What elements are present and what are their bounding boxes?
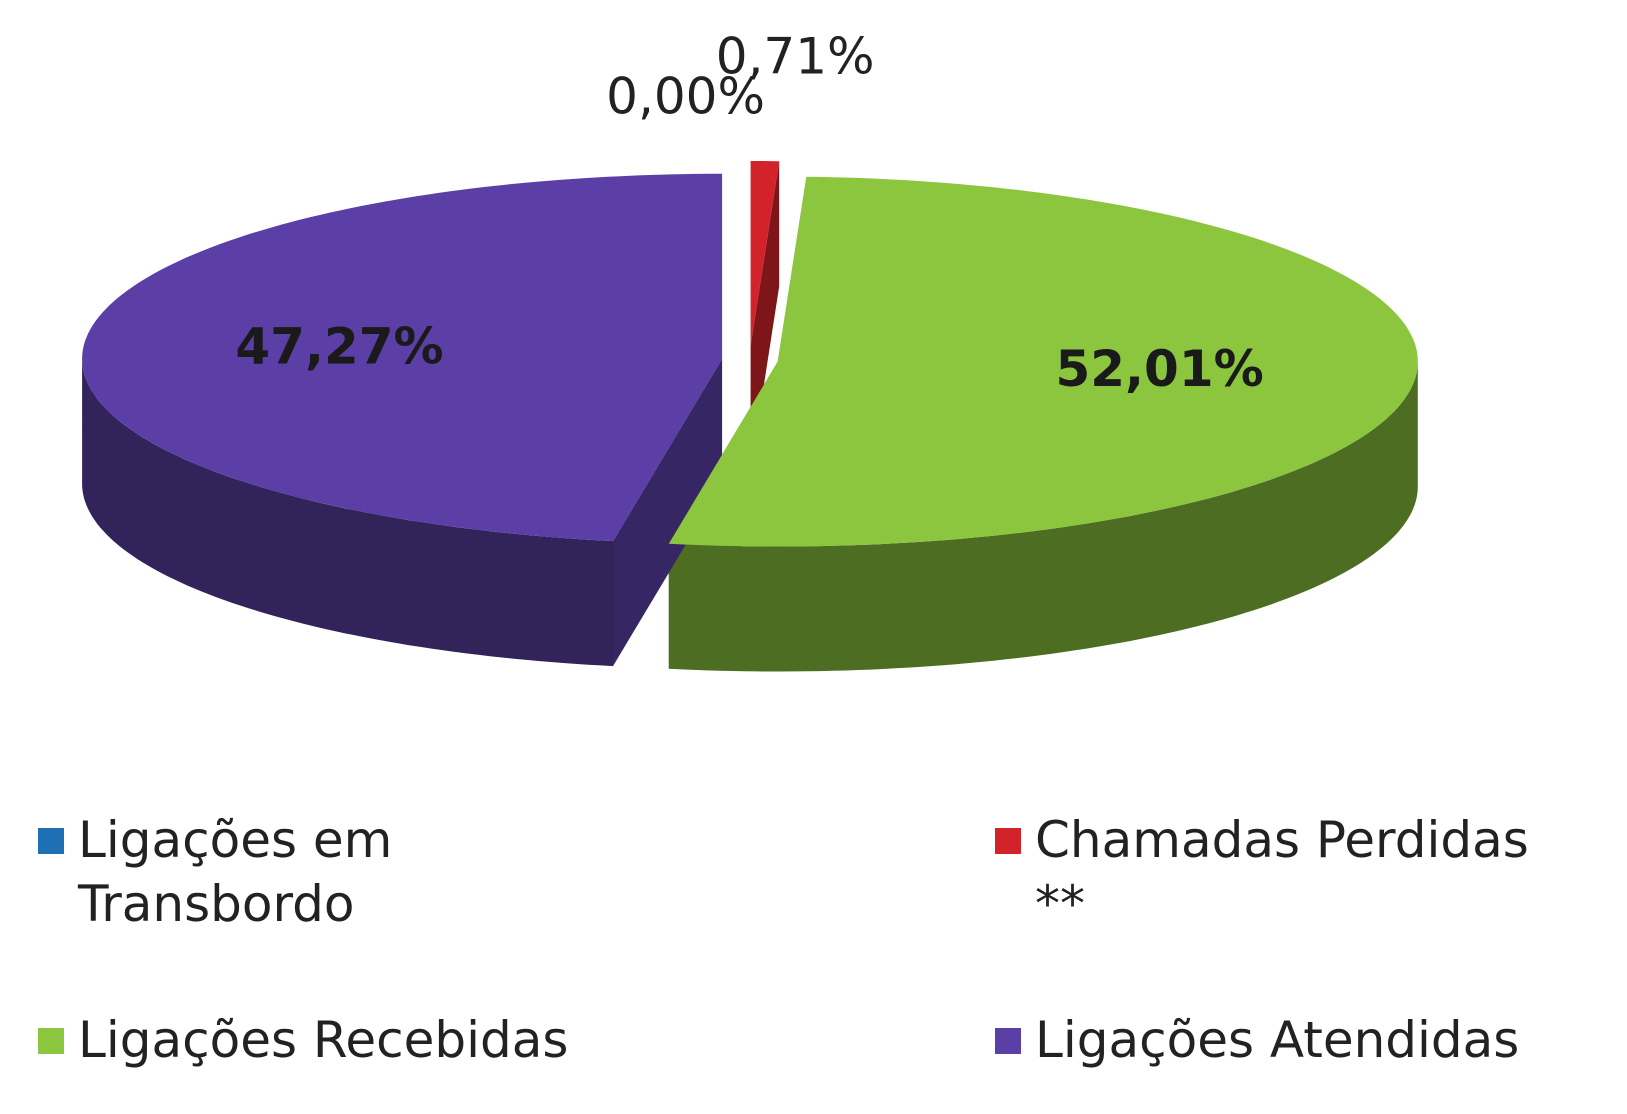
legend-swatch: [995, 1028, 1021, 1054]
pie-tops: [82, 161, 1418, 547]
legend-swatch: [38, 1028, 64, 1054]
data-label: 0,71%: [716, 28, 875, 86]
legend-label: Chamadas Perdidas **: [1035, 811, 1529, 933]
data-label: 47,27%: [235, 318, 443, 376]
legend-item: Ligações Recebidas: [38, 1008, 658, 1072]
slice-cut-face: [750, 161, 780, 471]
legend-label: Ligações Atendidas: [1035, 1011, 1520, 1069]
slice-side: [668, 361, 1418, 672]
slice: [668, 176, 1418, 547]
data-label: 0,00%: [606, 68, 765, 126]
data-label: 52,01%: [1055, 340, 1263, 398]
legend-item: Chamadas Perdidas **: [995, 808, 1595, 936]
legend-swatch: [38, 828, 64, 854]
slice-cut-face: [613, 358, 723, 667]
legend-label: Ligações em Transbordo: [78, 811, 393, 933]
legend-item: Ligações em Transbordo: [38, 808, 658, 936]
legend-label: Ligações Recebidas: [78, 1011, 569, 1069]
slice: [82, 173, 723, 542]
legend-item: Ligações Atendidas: [995, 1008, 1595, 1072]
legend-swatch: [995, 828, 1021, 854]
slice: [750, 161, 780, 346]
slice-side: [82, 358, 614, 667]
